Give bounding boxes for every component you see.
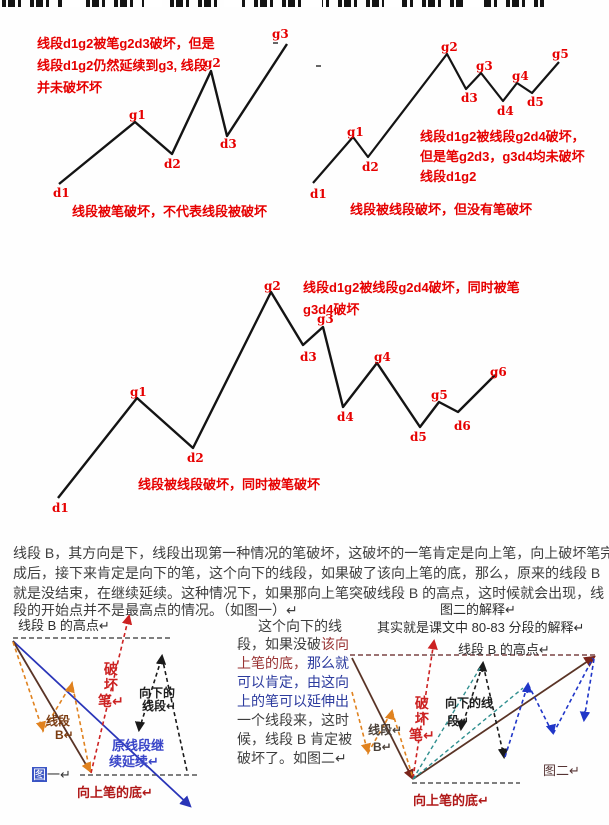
- fig1-segment-b-line: [12, 640, 89, 769]
- point-label: g6: [490, 365, 507, 379]
- fig2-rising-segment: [412, 655, 596, 780]
- fig2-segment-label: 线段↵: [368, 723, 403, 737]
- column-line: 上笔的底，那么就: [237, 655, 349, 671]
- fig1-segment-label: 线段: [46, 714, 71, 728]
- point-label: d2: [164, 157, 181, 171]
- figB-note: 线段d1g2被线段g2d4破坏， 但是笔g2d3，g3d4均未破坏 线段d1g2: [420, 129, 585, 184]
- column-line: 破坏了。如图二↵: [237, 750, 347, 766]
- fig1-break-pen-arrow: [90, 613, 133, 774]
- fig1-down-segment-label: 向下的: [139, 686, 176, 700]
- body-paragraph-line: 段的开始点并不是最高点的情况。（如图一）↵: [13, 602, 298, 618]
- fig1-high-label: 线段 B 的高点↵: [18, 618, 110, 633]
- point-label: g5: [552, 47, 569, 61]
- fig1-new-segment-arrow: [12, 640, 192, 808]
- figC-note: 线段d1g2被线段g2d4破坏，同时被笔 g3d4破坏: [303, 280, 520, 317]
- fig2-subtitle: 其实就是课文中 80-83 分段的解释↵: [377, 620, 585, 635]
- point-label: d5: [410, 430, 427, 444]
- zigzag-figC: [57, 290, 496, 499]
- point-label: d2: [362, 160, 379, 174]
- fig2-blue-zigzag: [504, 657, 594, 758]
- fig2-down-segment: [460, 661, 505, 758]
- point-label: g1: [130, 385, 147, 399]
- point-label: d3: [220, 137, 237, 151]
- point-label: g3: [317, 312, 334, 326]
- point-label: g4: [374, 350, 391, 364]
- fig2-high-label: 线段 B 的高点↵: [458, 642, 550, 657]
- figure-one-lines: [12, 613, 200, 808]
- point-label: g1: [347, 125, 364, 139]
- clipped-header-text: [2, 0, 547, 7]
- point-label: g5: [431, 388, 448, 402]
- point-label: g2: [204, 56, 221, 70]
- fig1-continue-note: 原线段继: [112, 738, 165, 753]
- fig1-break-pen-label: 破 坏 笔↵: [98, 661, 124, 709]
- fig2-tag: 图二↵: [543, 763, 580, 778]
- fig1-tag: 图一↵: [32, 767, 71, 782]
- point-label: g3: [272, 27, 289, 41]
- point-label: g4: [512, 69, 529, 83]
- fig2-title: 图二的解释↵: [440, 602, 516, 617]
- fig1-segment-b-label: B↵: [55, 728, 74, 742]
- point-label: d6: [454, 419, 471, 433]
- point-label: d1: [53, 186, 70, 200]
- fig2-segment-b-strokes: [351, 691, 414, 779]
- fig1-bottom-label: 向上笔的底↵: [77, 785, 153, 800]
- point-label: d2: [187, 451, 204, 465]
- fig2-down-segment-label: 段↵: [447, 714, 470, 728]
- figure-two-lines: [350, 638, 598, 784]
- point-label: d3: [461, 91, 478, 105]
- figC-caption: 线段被线段破坏，同时被笔破坏: [138, 477, 321, 492]
- column-line: 候，线段 B 肯定被: [237, 731, 353, 747]
- point-label: d4: [337, 410, 354, 424]
- fig2-bottom-label: 向上笔的底↵: [413, 793, 489, 808]
- figA-caption: 线段被笔破坏，不代表线段被破坏: [72, 204, 268, 219]
- point-label: d1: [52, 501, 69, 515]
- fig2-segment-b-label: B↵: [373, 740, 392, 754]
- point-label: g1: [129, 108, 146, 122]
- column-line: 可以肯定，由这向: [237, 674, 349, 690]
- fig2-down-segment-label: 向下的线: [445, 696, 494, 710]
- figA-note: 线段d1g2被笔g2d3破坏，但是 线段d1g2仍然延续到g3, 线段 并未破坏…: [37, 36, 215, 95]
- column-line: 上的笔可以延伸出: [237, 693, 349, 709]
- point-label: d3: [300, 350, 317, 364]
- column-line: 一个线段来，这时: [237, 712, 349, 728]
- fig1-down-segment-label: 线段↵: [142, 699, 177, 713]
- fig2-segment-b-line: [351, 657, 412, 777]
- figB-caption: 线段被线段破坏，但没有笔破坏: [350, 202, 533, 217]
- fig1-continue-note: 续延续↵: [109, 754, 159, 769]
- point-label: g2: [264, 279, 281, 293]
- stray-marks: [273, 42, 321, 67]
- body-paragraph-line: 成后，接下来肯定是向下的笔，这个向下的线段，如果破了该向上笔的底，那么，原来的线…: [13, 565, 601, 581]
- column-line: 这个向下的线: [258, 618, 342, 634]
- point-label: g3: [476, 59, 493, 73]
- fig2-break-pen-label: 破 坏 笔↵: [409, 695, 435, 743]
- zigzag-figA: [58, 43, 289, 185]
- zigzag-figB: [312, 52, 560, 184]
- point-label: d4: [497, 104, 514, 118]
- fig1-segment-b-strokes: [12, 641, 91, 773]
- body-paragraph-line: 就是没结束，在继续延续。这种情况下，如果那向上笔突破线段 B 的高点，这时候就会…: [13, 585, 605, 601]
- column-line: 段，如果没破该向: [237, 636, 349, 652]
- point-label: g2: [441, 40, 458, 54]
- fig1-down-segment: [138, 653, 188, 772]
- point-label: d1: [310, 187, 327, 201]
- point-label: d5: [527, 95, 544, 109]
- body-paragraph-line: 线段 B，其方向是下，线段出现第一种情况的笔破坏，这破坏的一笔肯定是向上笔，向上…: [13, 545, 609, 561]
- fig2-break-pen-arrow: [412, 638, 438, 779]
